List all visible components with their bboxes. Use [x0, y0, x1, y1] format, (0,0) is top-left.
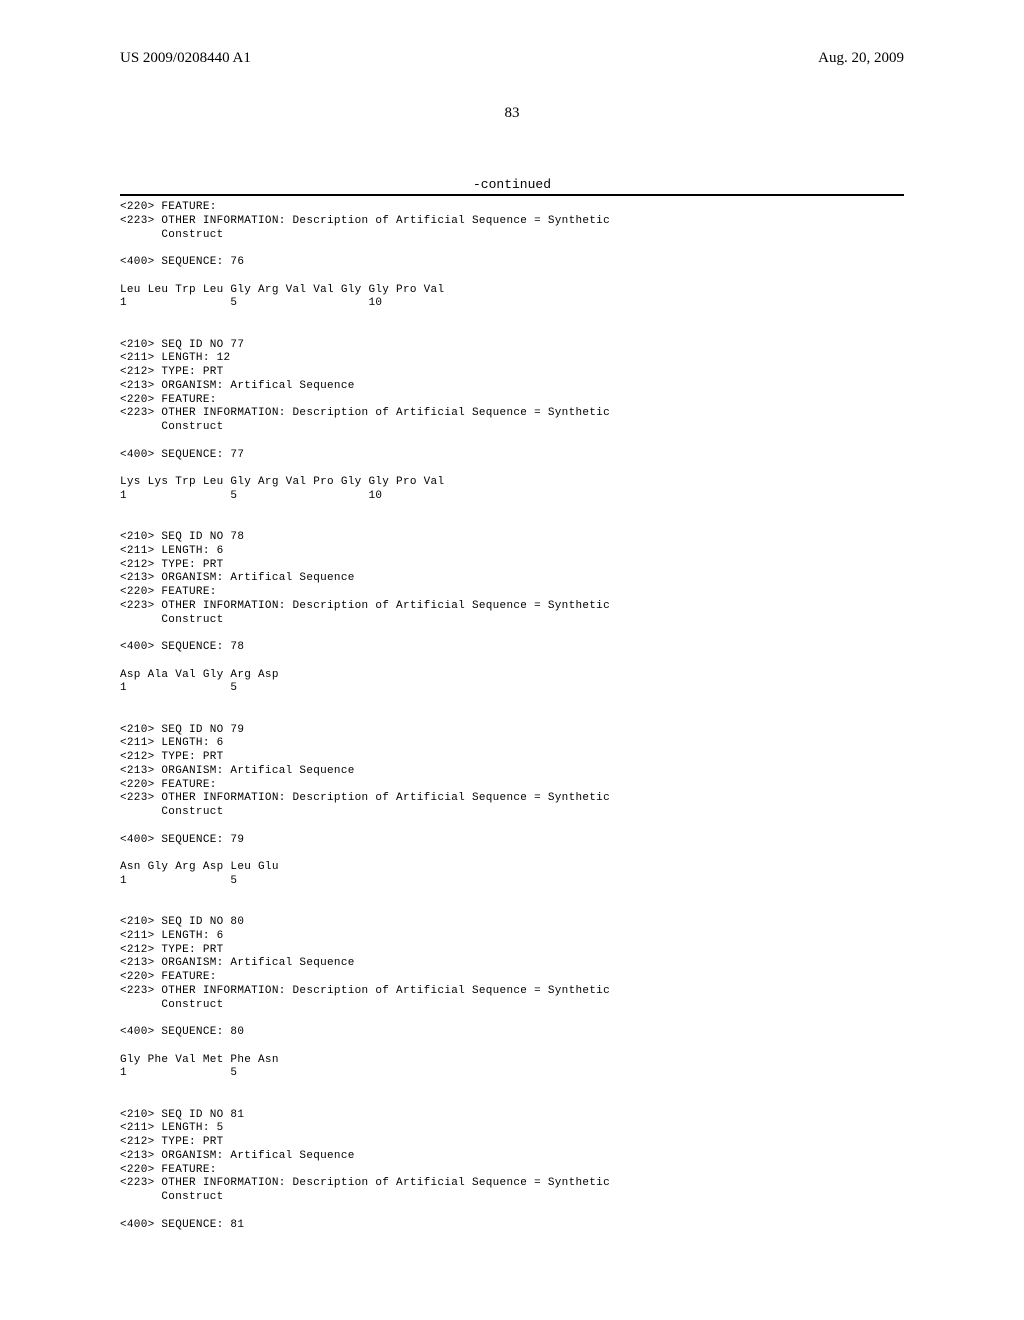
sequence-listing-content: <220> FEATURE: <223> OTHER INFORMATION: … — [120, 201, 904, 1232]
patent-number: US 2009/0208440 A1 — [120, 50, 251, 67]
continued-label: -continued — [120, 177, 904, 192]
patent-date: Aug. 20, 2009 — [818, 50, 904, 67]
document-header: US 2009/0208440 A1 Aug. 20, 2009 — [120, 50, 904, 67]
page-number: 83 — [120, 105, 904, 122]
section-divider — [120, 194, 904, 196]
